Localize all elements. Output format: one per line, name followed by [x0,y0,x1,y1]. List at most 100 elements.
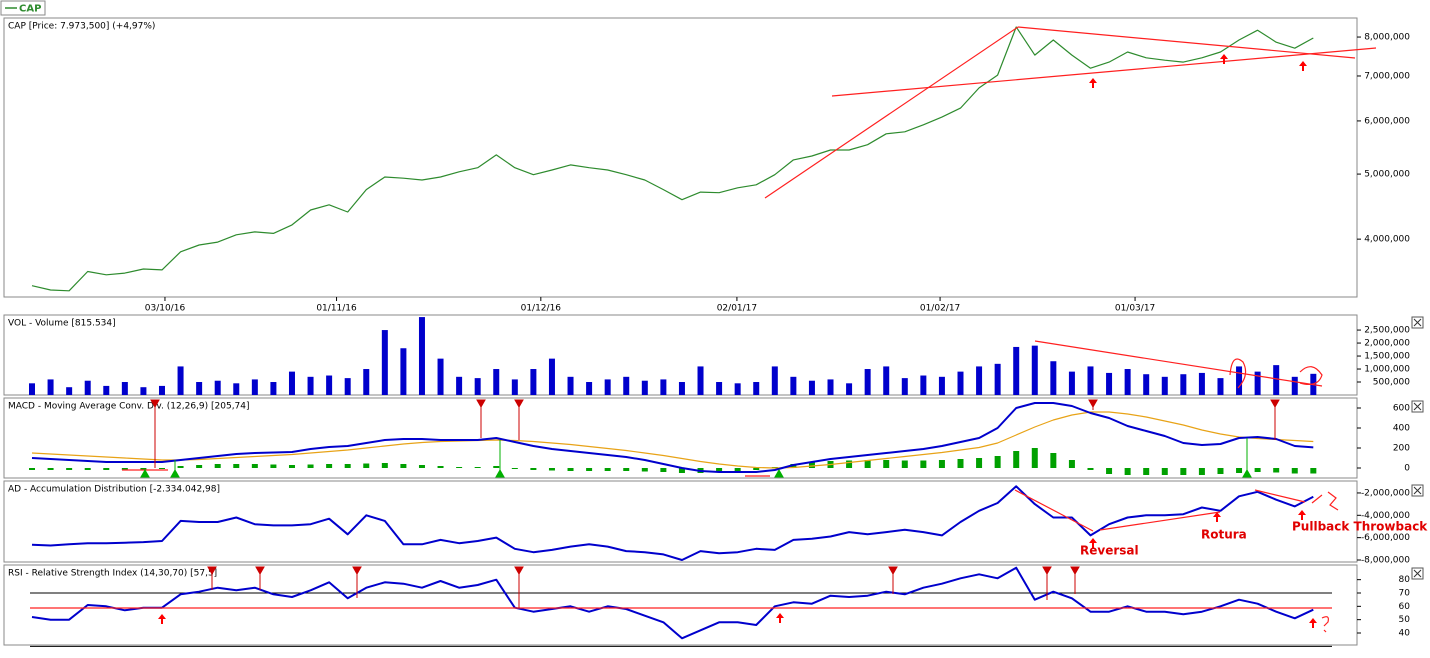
bar [1106,468,1113,474]
bar [641,468,648,472]
up-arrow [158,614,166,624]
close-buttons [1411,316,1424,580]
bar [678,468,685,473]
bar [47,468,54,470]
series-line [31,26,1314,292]
bar [288,465,295,468]
bar [1106,372,1113,395]
bar [363,369,370,395]
bar [753,382,760,395]
close-button[interactable] [1411,316,1424,329]
series-line [31,566,1314,640]
bar [474,467,481,468]
bar [808,462,815,468]
close-button[interactable] [1411,400,1424,413]
legend: CAP [0,0,46,16]
bar [84,468,91,470]
bar [697,366,704,395]
bar [1273,468,1280,473]
up-arrow [1298,510,1306,520]
sell-marker [514,566,524,576]
bar [66,387,73,395]
bar [400,348,407,395]
trend-line [1254,489,1306,503]
panel-title: AD - Accumulation Distribution [-2.334.0… [8,485,220,495]
bar [567,468,574,471]
bar [1198,372,1205,395]
bar [938,376,945,395]
bar [196,382,203,395]
bar [548,358,555,395]
up-arrow [1213,512,1221,522]
y-tick-label: 70 [1399,589,1411,599]
trend-lines [30,26,1377,633]
sell-marker [1270,399,1280,409]
bar [920,375,927,395]
bar [530,468,537,470]
bar [326,375,333,395]
bar [121,468,128,470]
x-tick-label: 03/10/16 [145,304,186,314]
bar [1236,366,1243,395]
y-tick-label: 6,000,000 [1364,116,1410,126]
y-tick-label: 500,000 [1373,378,1410,388]
bar [177,466,184,468]
y-tick-label: 40 [1399,629,1411,639]
bar [901,378,908,395]
bar [400,464,407,468]
panel-title: CAP [Price: 7.973,500] (+4,97%) [8,22,155,32]
bar [288,371,295,395]
signal-arrows [158,54,1317,628]
sell-marker [207,566,217,576]
bar [976,366,983,395]
bar [1087,468,1094,470]
y-tick-label: -2,000,000 [1361,488,1410,498]
bar [864,369,871,395]
bar [530,369,537,395]
close-button[interactable] [1411,567,1424,580]
sell-marker [1042,566,1052,576]
y-tick-label: 2,000,000 [1364,339,1410,349]
bar [326,464,333,468]
bar [1236,468,1243,473]
close-button[interactable] [1411,484,1424,497]
bar [827,379,834,395]
sketch [1321,616,1329,633]
circle-mark [1229,358,1247,389]
sell-marker [514,399,524,409]
y-tick-label: 1,500,000 [1364,352,1410,362]
y-tick-label: 200 [1393,444,1410,454]
bar [753,468,760,470]
bar [957,371,964,395]
bar [437,358,444,395]
bar [1291,376,1298,395]
bar [307,464,314,468]
bar [1068,460,1075,468]
bar [846,383,853,395]
y-tick-label: 4,000,000 [1364,235,1410,245]
bar [456,376,463,395]
y-tick-label: 1,000,000 [1364,365,1410,375]
y-tick-label: -4,000,000 [1361,511,1410,521]
sell-marker [1070,566,1080,576]
y-tick-label: 60 [1399,602,1411,612]
sell-marker [255,566,265,576]
bar [734,468,741,471]
bar [233,383,240,395]
bar [641,380,648,395]
y-tick-label: 7,000,000 [1364,71,1410,81]
bar [381,330,388,395]
y-tick-label: 2,500,000 [1364,326,1410,336]
bar [864,460,871,468]
bar [808,380,815,395]
trend-line [831,47,1377,97]
bar [84,380,91,395]
annotation: Rotura [1201,528,1247,542]
y-tick-label: 0 [1404,464,1410,474]
buy-marker [774,468,784,478]
bar [381,463,388,468]
x-tick-label: 01/11/16 [316,304,357,314]
y-tick-label: -6,000,000 [1361,533,1410,543]
sell-marker [150,399,160,409]
panel-title: RSI - Relative Strength Index (14,30,70)… [8,569,217,579]
